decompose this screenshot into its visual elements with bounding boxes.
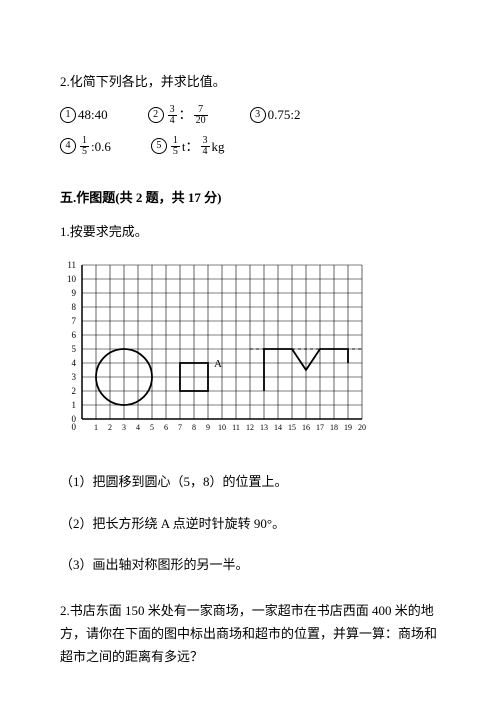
frac-3-4: 34 — [168, 105, 177, 126]
svg-text:10: 10 — [67, 274, 77, 284]
s5-q1-sub3: （3）画出轴对称图形的另一半。 — [60, 553, 440, 576]
q2-item-4: 4 15 :0.6 — [60, 135, 111, 158]
svg-text:6: 6 — [72, 330, 77, 340]
svg-text:4: 4 — [136, 423, 140, 432]
q2-row2: 4 15 :0.6 5 15 t： 34 kg — [60, 135, 440, 158]
svg-text:19: 19 — [344, 423, 352, 432]
svg-text:17: 17 — [316, 423, 324, 432]
num-1: 1 — [60, 107, 76, 123]
num-5: 5 — [151, 138, 167, 154]
svg-text:18: 18 — [330, 423, 338, 432]
svg-text:0: 0 — [72, 422, 77, 432]
svg-text:5: 5 — [72, 344, 77, 354]
frac-1-5a: 15 — [80, 136, 89, 157]
svg-text:11: 11 — [232, 423, 240, 432]
svg-text:9: 9 — [206, 423, 210, 432]
svg-text:13: 13 — [260, 423, 268, 432]
s5-q2-prompt: 2.书店东面 150 米处有一家商场，一家超市在书店西面 400 米的地方，请你… — [60, 599, 440, 669]
svg-text:4: 4 — [72, 358, 77, 368]
svg-text:7: 7 — [72, 316, 77, 326]
q2-item-2: 2 34 ： 720 — [148, 103, 210, 126]
content-1: 48:40 — [78, 103, 108, 126]
svg-text:20: 20 — [358, 423, 366, 432]
frac-1-5b: 15 — [171, 136, 180, 157]
svg-text:12: 12 — [246, 423, 254, 432]
svg-text:3: 3 — [122, 423, 126, 432]
s5-q1-prompt: 1.按要求完成。 — [60, 220, 440, 243]
mid-5: t： — [182, 135, 199, 158]
num-4: 4 — [60, 138, 76, 154]
svg-text:10: 10 — [218, 423, 226, 432]
svg-text:A: A — [214, 358, 222, 370]
s5-q1-sub1: （1）把圆移到圆心（5，8）的位置上。 — [60, 470, 440, 493]
section5-title: 五.作图题(共 2 题，共 17 分) — [60, 186, 440, 209]
svg-text:6: 6 — [164, 423, 168, 432]
num-3: 3 — [250, 107, 266, 123]
content-3: 0.75:2 — [268, 103, 301, 126]
q2-item-3: 30.75:2 — [250, 103, 301, 126]
svg-text:3: 3 — [72, 372, 77, 382]
svg-text:14: 14 — [274, 423, 282, 432]
svg-text:5: 5 — [150, 423, 154, 432]
q2-prompt: 2.化简下列各比，并求比值。 — [60, 70, 440, 93]
svg-text:7: 7 — [178, 423, 182, 432]
frac-7-20: 720 — [194, 105, 208, 126]
colon: ： — [179, 103, 192, 126]
after-4: :0.6 — [91, 135, 111, 158]
svg-text:1: 1 — [72, 400, 77, 410]
s5-q1-sub2: （2）把长方形绕 A 点逆时针旋转 90°。 — [60, 512, 440, 535]
svg-text:15: 15 — [288, 423, 296, 432]
svg-text:1: 1 — [94, 423, 98, 432]
q2-item-5: 5 15 t： 34 kg — [151, 135, 225, 158]
num-2: 2 — [148, 107, 164, 123]
after-5: kg — [212, 135, 225, 158]
frac-3-4b: 34 — [201, 136, 210, 157]
q2-item-1: 148:40 — [60, 103, 108, 126]
svg-text:9: 9 — [72, 288, 77, 298]
svg-text:2: 2 — [108, 423, 112, 432]
svg-text:8: 8 — [72, 302, 77, 312]
svg-text:8: 8 — [192, 423, 196, 432]
svg-text:11: 11 — [67, 260, 76, 270]
svg-text:2: 2 — [72, 386, 77, 396]
q2-row1: 148:40 2 34 ： 720 30.75:2 — [60, 103, 440, 126]
svg-text:16: 16 — [302, 423, 310, 432]
grid-figure: 0123456789101112345678910111213141516171… — [60, 255, 440, 452]
